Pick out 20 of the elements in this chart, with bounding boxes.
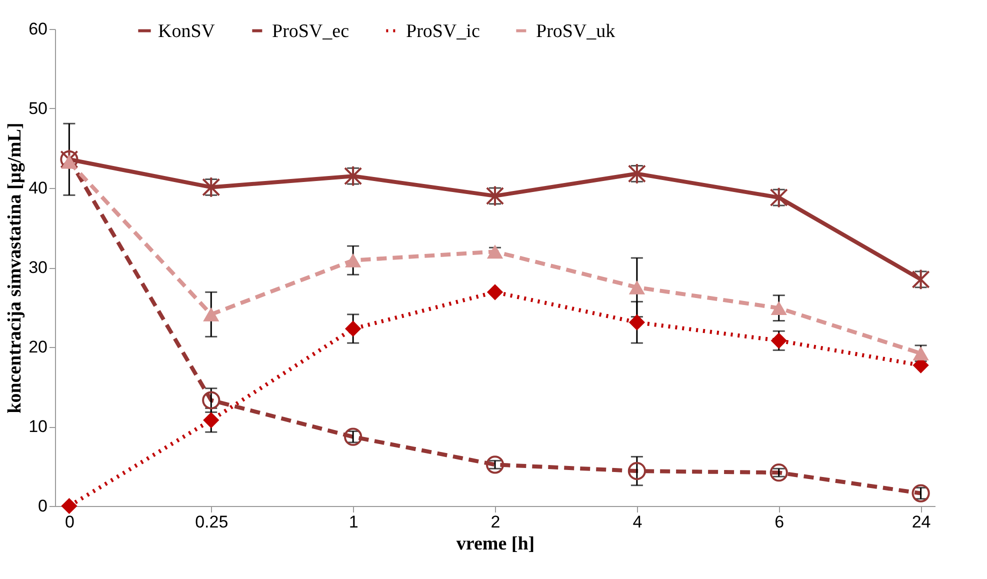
y-tick-label: 40 — [28, 178, 48, 198]
x-tick-label: 0 — [64, 512, 74, 532]
x-axis-title: vreme [h] — [456, 534, 535, 554]
x-tick-label: 24 — [912, 512, 931, 532]
x-tick-label: 2 — [490, 512, 500, 532]
x-tick-label: 6 — [774, 512, 784, 532]
x-tick-label: 4 — [632, 512, 642, 532]
y-tick-label: 0 — [38, 496, 48, 516]
y-tick-label: 50 — [28, 99, 48, 118]
y-tick-label: 20 — [28, 338, 48, 356]
x-tick-label: 0.25 — [195, 512, 228, 532]
legend-label: ProSV_ic — [406, 20, 480, 42]
y-axis-title: koncentracija simvastatina [µg/mL] — [4, 122, 26, 414]
y-tick-label: 30 — [28, 258, 48, 277]
legend-label: ProSV_uk — [536, 20, 616, 42]
y-tick-label: 10 — [28, 417, 48, 436]
legend-label: ProSV_ec — [272, 20, 350, 42]
x-tick-label: 1 — [348, 512, 358, 532]
legend-label: KonSV — [158, 20, 216, 42]
y-tick-label: 60 — [28, 20, 48, 38]
